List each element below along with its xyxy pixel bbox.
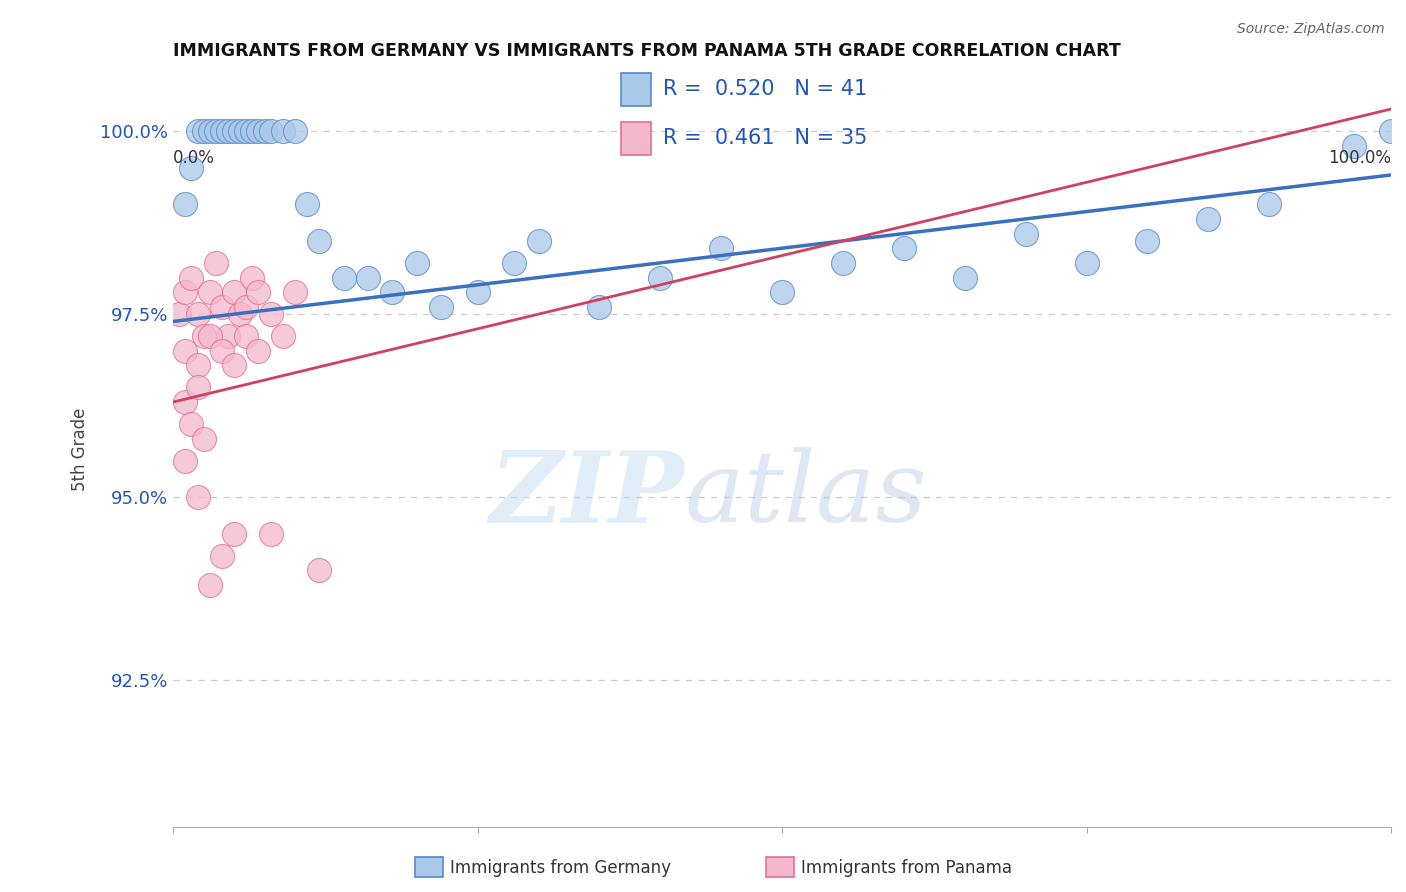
Point (503, 256, 526, 270)
Point (832, 256, 855, 270)
Point (198, 329, 221, 343)
Text: ZIP: ZIP (489, 447, 685, 543)
Point (332, 270, 354, 285)
Point (240, 270, 263, 285)
Point (247, 343, 270, 358)
Point (1258, 197, 1281, 211)
Text: IMMIGRANTS FROM GERMANY VS IMMIGRANTS FROM PANAMA 5TH GRADE CORRELATION CHART: IMMIGRANTS FROM GERMANY VS IMMIGRANTS FR… (173, 42, 1121, 60)
Point (308, 564, 330, 578)
Point (180, 417, 202, 431)
Point (187, 124, 209, 138)
Point (187, 380, 209, 394)
Point (187, 359, 209, 373)
Point (527, 234, 550, 248)
Point (174, 197, 197, 211)
Point (405, 256, 427, 270)
Point (224, 359, 246, 373)
Text: Immigrants from Panama: Immigrants from Panama (801, 859, 1012, 877)
Text: 100.0%: 100.0% (1329, 149, 1391, 167)
Point (1379, 124, 1402, 138)
FancyBboxPatch shape (620, 122, 651, 155)
FancyBboxPatch shape (620, 73, 651, 105)
Point (174, 343, 197, 358)
Point (174, 453, 197, 467)
Point (217, 124, 239, 138)
Point (259, 307, 281, 321)
Text: R =  0.461   N = 35: R = 0.461 N = 35 (664, 128, 868, 148)
Point (229, 307, 252, 321)
Point (381, 285, 404, 300)
Point (198, 124, 221, 138)
Point (284, 285, 307, 300)
Point (211, 343, 233, 358)
Point (271, 124, 294, 138)
Point (224, 124, 246, 138)
Point (198, 578, 221, 592)
Point (247, 124, 270, 138)
Point (180, 270, 202, 285)
Text: 0.0%: 0.0% (173, 149, 215, 167)
Point (253, 124, 276, 138)
Point (211, 549, 233, 563)
Point (211, 124, 233, 138)
Point (240, 124, 263, 138)
Point (205, 124, 228, 138)
Point (1343, 138, 1365, 153)
Text: atlas: atlas (685, 447, 928, 542)
Point (247, 285, 270, 300)
Y-axis label: 5th Grade: 5th Grade (72, 408, 89, 491)
Point (259, 527, 281, 541)
Point (259, 124, 281, 138)
Point (217, 329, 239, 343)
Point (235, 329, 257, 343)
Point (187, 490, 209, 504)
Point (588, 300, 610, 314)
Point (193, 432, 215, 446)
Text: Source: ZipAtlas.com: Source: ZipAtlas.com (1237, 22, 1385, 37)
Point (357, 270, 380, 285)
Point (235, 300, 257, 314)
Point (205, 256, 228, 270)
Point (953, 270, 976, 285)
Point (308, 234, 330, 248)
Point (650, 270, 672, 285)
Point (1136, 234, 1159, 248)
Point (224, 527, 246, 541)
Point (1076, 256, 1098, 270)
Point (1014, 227, 1036, 241)
Point (271, 329, 294, 343)
Point (198, 285, 221, 300)
Point (211, 300, 233, 314)
Point (229, 124, 252, 138)
Point (770, 285, 793, 300)
Point (193, 124, 215, 138)
Point (193, 329, 215, 343)
Point (169, 307, 191, 321)
Point (180, 161, 202, 175)
Point (284, 124, 307, 138)
Text: Immigrants from Germany: Immigrants from Germany (450, 859, 671, 877)
Point (295, 197, 318, 211)
Point (174, 285, 197, 300)
Point (235, 124, 257, 138)
Point (224, 285, 246, 300)
Point (893, 241, 915, 255)
Point (1197, 211, 1219, 226)
Point (174, 395, 197, 409)
Point (430, 300, 453, 314)
Point (187, 307, 209, 321)
Point (710, 241, 733, 255)
Point (467, 285, 489, 300)
Text: R =  0.520   N = 41: R = 0.520 N = 41 (664, 79, 868, 99)
